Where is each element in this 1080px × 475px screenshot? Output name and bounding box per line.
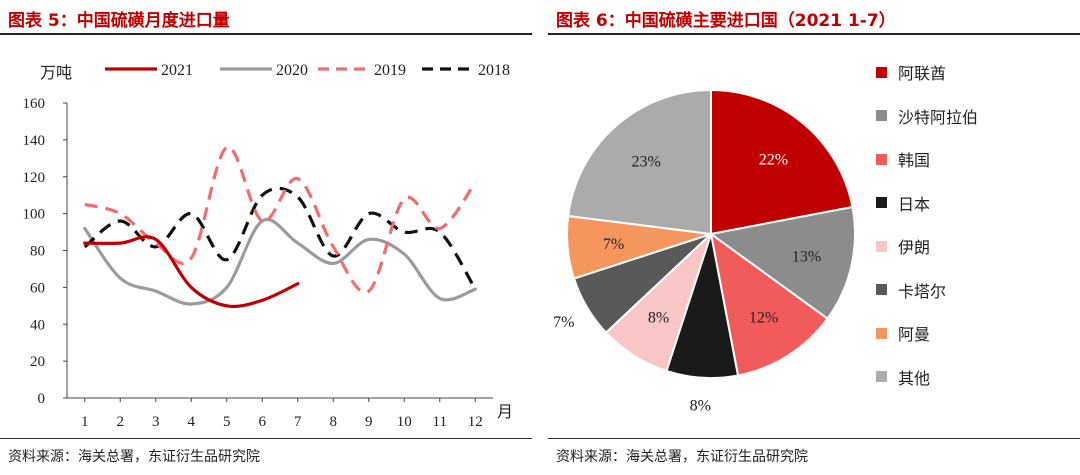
- pie-slice-3: [709, 231, 829, 377]
- legend-label: 阿曼: [898, 325, 931, 344]
- legend-label: 阿联酋: [898, 64, 947, 83]
- legend-swatch: [876, 240, 887, 252]
- series-lines: [83, 145, 477, 308]
- x-tick-label: 3: [152, 414, 160, 430]
- pie-slice-8: [567, 88, 712, 236]
- pie-data-label: 7%: [603, 236, 624, 253]
- legend-label: 卡塔尔: [898, 281, 947, 301]
- title-rule: [0, 33, 532, 35]
- pie-data-label: 8%: [690, 398, 711, 415]
- x-tick-label: 11: [433, 414, 447, 430]
- pie-legend-item: 阿联酋: [876, 62, 947, 83]
- y-tick-label: 20: [30, 354, 45, 370]
- line-chart: 万吨 月 2021 2020 2019 2018 0 20 40 60 80 100 120 140…: [23, 62, 514, 430]
- x-tick-label: 2: [117, 414, 125, 430]
- legend-swatch: [876, 197, 887, 208]
- pie-data-label: 23%: [632, 154, 661, 171]
- legend-label: 其他: [898, 368, 931, 388]
- line-legend: 2021 2020 2019 2018: [105, 62, 510, 79]
- legend-label: 日本: [898, 194, 931, 214]
- legend-label: 伊朗: [898, 238, 931, 257]
- pie-slice-2: [708, 205, 856, 321]
- line-chart-panel: 图表 5：中国硫磺月度进口量 万吨 月 2021 2020 2019 2018 0 20…: [0, 0, 532, 475]
- x-tick-label: 10: [397, 414, 412, 430]
- legend-swatch: [876, 66, 887, 78]
- legend-label: 沙特阿拉伯: [898, 107, 979, 127]
- y-tick-label: 80: [30, 244, 45, 260]
- series-line-2018: [83, 186, 477, 291]
- pie-slice-1: [710, 88, 854, 236]
- series-line-2021: [83, 235, 300, 308]
- y-axis-label: 万吨: [40, 64, 72, 82]
- legend-label-2021: 2021: [161, 62, 193, 79]
- x-tick-label: 12: [468, 414, 483, 430]
- pie-legend: 阿联酋沙特阿拉伯韩国日本伊朗卡塔尔阿曼其他: [876, 62, 1076, 402]
- pie-legend-item: 日本: [876, 193, 931, 214]
- pie-data-label: 7%: [553, 314, 574, 331]
- pie-data-label: 12%: [749, 310, 778, 327]
- y-tick-label: 40: [30, 317, 45, 333]
- series-line-2020: [83, 217, 477, 306]
- line-chart-source: 资料来源：海关总署，东证衍生品研究院: [8, 449, 260, 465]
- y-tick-label: 120: [23, 170, 46, 186]
- legend-swatch: [876, 153, 887, 165]
- pie-legend-item: 其他: [876, 367, 931, 388]
- pie-slices: [566, 88, 856, 379]
- pie-chart: 22% 13% 12% 8% 8% 7% 7% 23%: [553, 88, 856, 415]
- legend-swatch: [876, 110, 887, 121]
- pie-legend-item: 卡塔尔: [876, 280, 947, 301]
- legend-swatch: [876, 284, 887, 295]
- legend-swatch: [876, 371, 887, 382]
- pie-legend-item: 伊朗: [876, 236, 931, 257]
- pie-data-label: 22%: [759, 152, 788, 169]
- source-rule: [0, 438, 532, 439]
- x-tick-label: 8: [330, 414, 338, 430]
- pie-data-label: 13%: [792, 248, 821, 265]
- x-tick-label: 6: [259, 414, 267, 430]
- pie-chart-source: 资料来源：海关总署，东证衍生品研究院: [556, 449, 808, 465]
- pie-legend-item: 沙特阿拉伯: [876, 106, 979, 127]
- pie-legend-item: 韩国: [876, 149, 931, 170]
- y-tick-label: 0: [38, 391, 46, 407]
- title-rule: [548, 33, 1080, 35]
- y-tick-label: 140: [23, 133, 46, 149]
- pie-legend-item: 阿曼: [876, 323, 931, 344]
- line-chart-title: 图表 5：中国硫磺月度进口量: [8, 11, 230, 31]
- x-tick-label: 5: [223, 414, 231, 430]
- pie-data-label: 8%: [648, 310, 669, 327]
- x-tick-label: 9: [365, 414, 373, 430]
- legend-label: 韩国: [898, 151, 931, 170]
- legend-swatch: [876, 327, 887, 339]
- source-rule: [548, 438, 1080, 439]
- y-tick-label: 100: [23, 207, 46, 223]
- legend-label-2019: 2019: [374, 62, 406, 79]
- y-tick-label: 160: [23, 96, 46, 112]
- x-axis-label: 月: [497, 404, 513, 421]
- legend-label-2018: 2018: [478, 62, 510, 79]
- pie-chart-panel: 图表 6：中国硫磺主要进口国（2021 1-7） 22% 13% 12% 8% 8% 7%…: [548, 0, 1080, 475]
- pie-chart-title: 图表 6：中国硫磺主要进口国（2021 1-7）: [556, 11, 896, 31]
- x-tick-label: 4: [188, 414, 196, 430]
- x-tick-label: 1: [81, 414, 89, 430]
- x-tick-label: 7: [294, 414, 302, 430]
- series-line-2019: [84, 145, 477, 294]
- y-tick-label: 60: [30, 280, 45, 296]
- pie-labels: 22% 13% 12% 8% 8% 7% 7% 23%: [553, 152, 821, 415]
- legend-label-2020: 2020: [276, 62, 308, 79]
